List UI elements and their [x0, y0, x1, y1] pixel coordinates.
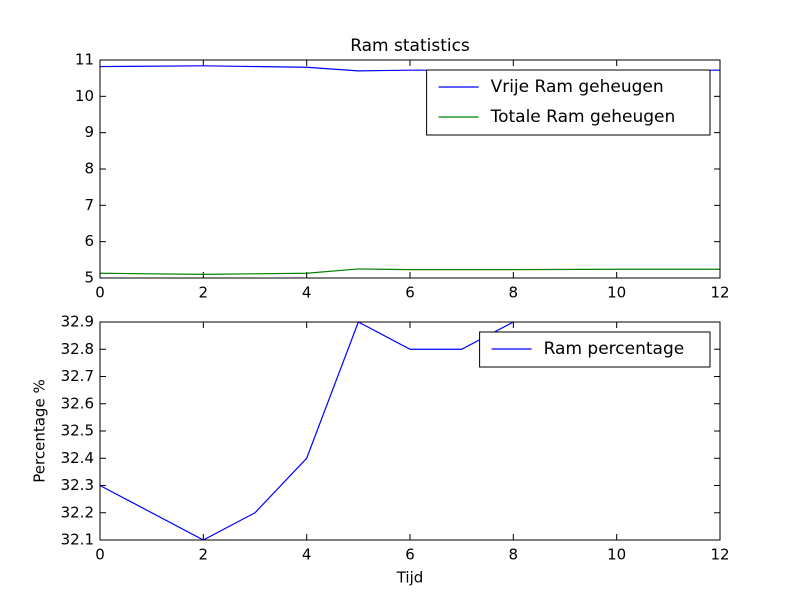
x-tick-label: 10 [607, 284, 626, 302]
y-tick-label: 8 [84, 160, 94, 178]
y-tick-label: 32.9 [61, 313, 94, 331]
x-tick-label: 6 [405, 546, 415, 564]
x-tick-label: 12 [710, 284, 729, 302]
axes-frame [99, 59, 721, 279]
y-tick-label: 32.1 [61, 531, 94, 549]
x-tick-label: 8 [509, 546, 519, 564]
y-tick-label: 9 [84, 123, 94, 141]
y-tick-label: 6 [84, 232, 94, 250]
x-axis-label: Tijd [396, 569, 424, 587]
legend-box [426, 69, 711, 136]
x-tick-label: 4 [302, 284, 312, 302]
legend-label: Ram percentage [544, 339, 685, 359]
chart-title: Ram statistics [350, 36, 470, 56]
legend: Vrije Ram geheugen Totale Ram geheugen [426, 69, 711, 136]
series-line [100, 322, 514, 540]
series-line [100, 268, 720, 275]
x-tick-label: 2 [199, 546, 209, 564]
y-tick-label: 32.6 [61, 394, 94, 412]
y-tick-label: 32.3 [61, 476, 94, 494]
y-tick-label: 11 [75, 51, 94, 69]
axes-frame [99, 321, 721, 541]
y-tick-label: 32.5 [61, 422, 94, 440]
x-tick-label: 10 [607, 546, 626, 564]
y-tick-label: 32.8 [61, 340, 94, 358]
x-tick-label: 0 [95, 546, 105, 564]
x-tick-label: 8 [509, 284, 519, 302]
y-axis-label: Percentage % [31, 379, 49, 482]
y-tick-label: 32.4 [61, 449, 94, 467]
y-tick-label: 5 [84, 269, 94, 287]
x-tick-label: 6 [405, 284, 415, 302]
x-tick-label: 4 [302, 546, 312, 564]
legend: Ram percentage [479, 331, 711, 368]
y-tick-label: 32.7 [61, 367, 94, 385]
y-tick-label: 7 [84, 196, 94, 214]
y-tick-label: 10 [75, 87, 94, 105]
legend-label: Totale Ram geheugen [490, 107, 676, 127]
plot-lines [100, 322, 514, 540]
x-tick-label: 2 [199, 284, 209, 302]
x-tick-label: 12 [710, 546, 729, 564]
legend-label: Vrije Ram geheugen [491, 77, 664, 97]
y-tick-label: 32.2 [61, 503, 94, 521]
x-tick-label: 0 [95, 284, 105, 302]
